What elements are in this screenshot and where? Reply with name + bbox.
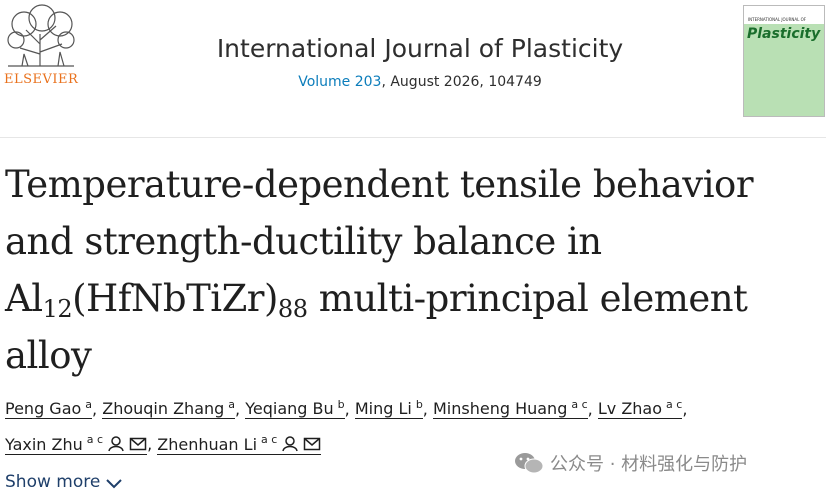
separator: , (92, 399, 98, 419)
title-subscript: 12 (42, 295, 73, 323)
affiliation: a c (666, 398, 683, 411)
cover-body (744, 24, 824, 116)
person-icon[interactable] (281, 435, 299, 452)
show-more-label: Show more (5, 472, 101, 492)
affiliation: a c (261, 433, 278, 447)
author-name: Minsheng Huang a c (432, 398, 588, 420)
issue-info: , August 2026, 104749 (381, 74, 542, 90)
author[interactable]: Ming Li b, (354, 398, 428, 420)
volume-line: Volume 203, August 2026, 104749 (180, 74, 660, 90)
separator: , (235, 399, 241, 419)
article-title: Temperature-dependent tensile behavior a… (5, 156, 754, 384)
title-part: Al (5, 277, 43, 320)
separator: , (587, 399, 593, 419)
cover-top: INTERNATIONAL JOURNAL OF (748, 17, 807, 22)
separator: , (344, 399, 350, 419)
title-part: and strength-ductility balance in (5, 220, 602, 263)
title-part: alloy (5, 334, 92, 377)
icon-part (304, 437, 321, 446)
author[interactable]: Lv Zhao a c, (597, 398, 688, 420)
publisher-name: ELSEVIER (4, 72, 79, 87)
icon-part (130, 437, 147, 446)
show-more[interactable]: Show more (5, 472, 123, 492)
icon-part (108, 445, 124, 451)
icon-part (282, 445, 299, 451)
affiliation: b (337, 398, 345, 411)
volume-link[interactable]: Volume 203 (298, 74, 382, 90)
chevron-icon (106, 479, 123, 489)
title-part: multi-principal element (307, 277, 748, 320)
email-icon[interactable] (303, 436, 321, 452)
icon-part (129, 437, 147, 450)
affiliation: a c (571, 398, 588, 411)
icon-part (304, 437, 321, 450)
author-list: Peng Gao a, Zhouqin Zhang a, Yeqiang Bu b, … (5, 389, 765, 460)
affiliation: a (228, 398, 236, 411)
publisher-logo[interactable] (2, 4, 80, 70)
wechat-icon (515, 453, 544, 474)
watermark: 公众号 · 材料强化与防护 (514, 450, 747, 476)
journal-title[interactable]: International Journal of Plasticity (216, 34, 624, 63)
separator: , (422, 399, 428, 419)
title-part: (HfNbTiZr) (72, 277, 278, 320)
affiliation: a (85, 398, 93, 411)
email-icon[interactable] (129, 436, 147, 452)
author[interactable]: Zhouqin Zhang a, (102, 398, 241, 420)
affiliation: a c (86, 433, 104, 447)
affiliation: b (415, 398, 423, 411)
icon-part (111, 435, 121, 446)
author[interactable]: Yaxin Zhu a c, (5, 433, 153, 455)
journal-cover[interactable]: INTERNATIONAL JOURNAL OF Plasticity (743, 5, 825, 117)
title-subscript: 88 (277, 295, 308, 323)
separator: , (682, 399, 688, 419)
author-name: Yeqiang Bu b (245, 398, 345, 420)
author-name: Peng Gao a (5, 398, 93, 420)
watermark-text: 公众号 · 材料强化与防护 (550, 454, 748, 475)
divider (0, 137, 826, 138)
icon-part (285, 435, 296, 446)
author-name: Ming Li b (354, 398, 423, 420)
author-name: Lv Zhao a c (597, 398, 683, 420)
title-part: Temperature-dependent tensile behavior (5, 163, 754, 206)
author-name: Zhouqin Zhang a (102, 398, 236, 420)
cover-title: Plasticity (747, 26, 821, 42)
author[interactable]: Peng Gao a, (5, 398, 98, 420)
author-name: Zhenhuan Li a c (157, 433, 322, 455)
separator: , (147, 434, 153, 454)
person-icon[interactable] (107, 435, 125, 452)
author[interactable]: Minsheng Huang a c, (432, 398, 593, 420)
author[interactable]: Zhenhuan Li a c (157, 433, 322, 455)
author[interactable]: Yeqiang Bu b, (245, 398, 350, 420)
author-name: Yaxin Zhu a c (5, 433, 148, 455)
